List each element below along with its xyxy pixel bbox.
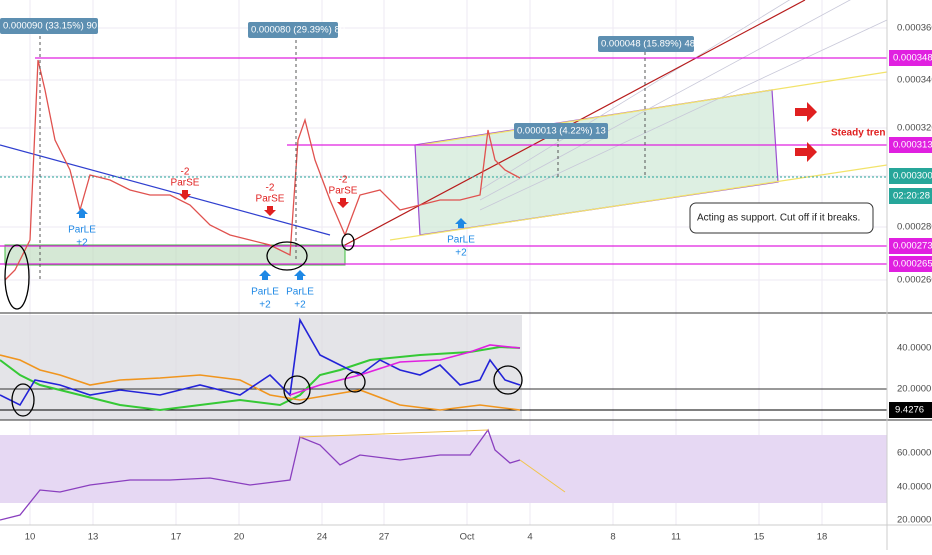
signal-label: ParSE (256, 194, 285, 205)
signal-label: ParLE (286, 287, 314, 298)
measure-label: 0.000048 (15.89%) 48 (601, 39, 695, 50)
signal-count: +2 (76, 238, 88, 249)
signal-label: ParLE (447, 235, 475, 246)
price-tag-label: 9.4276 (895, 405, 924, 416)
measure-label: 0.000080 (29.39%) 80 (251, 25, 345, 36)
signal-label: ParLE (251, 287, 279, 298)
time-axis-label: 11 (671, 532, 681, 543)
price-tag (889, 168, 932, 184)
time-axis-label: 20 (234, 532, 245, 543)
signal-count: +2 (455, 248, 467, 259)
signal-label: ParLE (68, 225, 96, 236)
adx-line (0, 345, 521, 412)
time-axis-label: 13 (88, 532, 99, 543)
price-tag (889, 137, 932, 153)
support-box (4, 244, 346, 266)
price-tag-label: 0.000313 (893, 140, 932, 151)
shaded-region (0, 315, 522, 420)
minus-di (0, 354, 521, 411)
sell-arrow (179, 190, 191, 200)
projection-line (519, 459, 566, 493)
price-tag (889, 50, 932, 66)
downtrend-line (0, 144, 331, 236)
measure-box (514, 123, 608, 139)
yellow-line (419, 71, 888, 146)
rsi-band (0, 435, 887, 503)
sell-arrow (264, 206, 276, 216)
price-tag (889, 188, 932, 204)
buy-arrow (455, 218, 467, 228)
price-tag-label: 0.000348 (893, 53, 932, 64)
time-axis-label: Oct (460, 532, 475, 543)
time-axis-label: 8 (610, 532, 615, 543)
time-axis-label: 17 (171, 532, 182, 543)
signal-label: ParSE (329, 186, 358, 197)
price-tag-label: 0.000273 (893, 241, 932, 252)
price-line (4, 59, 521, 281)
signal-label: ParSE (171, 178, 200, 189)
buy-arrow (259, 270, 271, 280)
price-tag (889, 402, 932, 418)
highlight-circles (11, 365, 523, 417)
signal-count: -2 (181, 167, 190, 178)
sell-arrow (337, 198, 349, 208)
signal-count: -2 (339, 175, 348, 186)
measure-label: 0.000013 (4.22%) 13 (517, 126, 606, 137)
time-axis-label: 24 (317, 532, 328, 543)
arrows (795, 102, 817, 162)
dmi-axis-label: 40.0000 (897, 343, 931, 354)
time-axis-label: 27 (379, 532, 390, 543)
time-axis-label: 10 (25, 532, 36, 543)
di-line (289, 344, 521, 396)
dmi-axis-label: 20.0000 (897, 384, 931, 395)
plus-di (0, 317, 521, 407)
rsi-axis-label: 40.0000 (897, 482, 931, 493)
signal-count: +2 (294, 300, 306, 311)
price-tag-label: 02:20:28 (893, 191, 930, 202)
rsi-axis-label: 60.0000 (897, 448, 931, 459)
note: Acting as support. Cut off if it breaks. (697, 213, 860, 224)
measure-box (598, 36, 694, 52)
time-axis-label: 4 (527, 532, 532, 543)
buy-arrow (76, 208, 88, 218)
price-tag-label: 0.000265 (893, 259, 932, 270)
measure-label: 0.000090 (33.15%) 90 (3, 21, 97, 32)
time-axis-label: 15 (754, 532, 765, 543)
measure-box (0, 18, 98, 34)
price-tag (889, 238, 932, 254)
signal-count: -2 (266, 183, 275, 194)
measure-box (248, 22, 338, 38)
price-tag (889, 256, 932, 272)
divergence-line (299, 429, 489, 438)
time-axis-label: 18 (817, 532, 828, 543)
rsi-axis-label: 20.0000 (897, 515, 931, 526)
highlight-circles (4, 233, 355, 310)
price-tag-label: 0.000300 (893, 171, 932, 182)
measure-lines (39, 30, 646, 280)
note-box (689, 202, 874, 234)
buy-arrow (294, 270, 306, 280)
side-text: Steady tren (831, 128, 885, 139)
signal-count: +2 (259, 300, 271, 311)
